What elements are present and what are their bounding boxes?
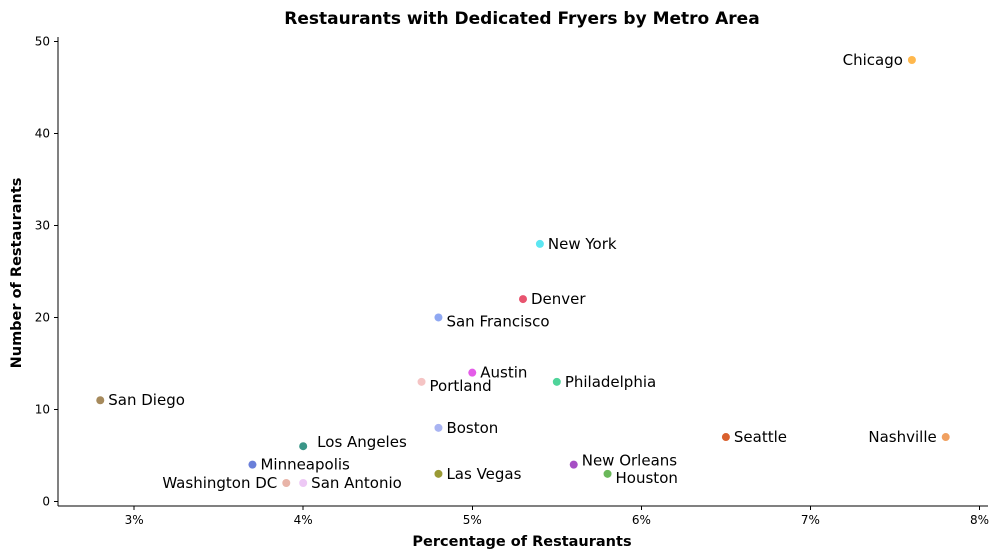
x-axis-label: Percentage of Restaurants — [412, 534, 631, 550]
x-tick-label: 8% — [970, 513, 989, 527]
data-point — [721, 433, 730, 442]
point-label: Los Angeles — [317, 433, 407, 451]
axes — [57, 37, 988, 507]
point-label: Portland — [430, 377, 492, 395]
x-tick-label: 7% — [801, 513, 820, 527]
data-point — [248, 460, 257, 469]
data-point — [468, 368, 477, 377]
x-tick-label: 6% — [632, 513, 651, 527]
point-label: New York — [548, 235, 617, 253]
data-point — [552, 377, 561, 386]
data-point — [282, 479, 291, 488]
point-label: Houston — [616, 469, 678, 487]
data-point — [417, 377, 426, 386]
point-label: Boston — [446, 419, 498, 437]
point-label: Denver — [531, 290, 586, 308]
chart-title: Restaurants with Dedicated Fryers by Met… — [284, 9, 759, 29]
x-tick-label: 3% — [125, 513, 144, 527]
y-tick-label: 50 — [35, 35, 50, 49]
data-point — [569, 460, 578, 469]
point-label: Minneapolis — [260, 456, 350, 474]
point-label: New Orleans — [582, 452, 678, 470]
data-point — [299, 479, 308, 488]
point-label: San Antonio — [311, 474, 402, 492]
point-label: Nashville — [868, 428, 936, 446]
data-point — [603, 469, 612, 478]
y-axis-ticks: 0 10 20 30 40 50 — [35, 35, 58, 508]
x-tick-label: 4% — [294, 513, 313, 527]
data-point — [434, 313, 443, 322]
point-label: Chicago — [843, 51, 903, 69]
y-tick-label: 40 — [35, 127, 50, 141]
data-points — [96, 55, 950, 488]
point-label: Las Vegas — [446, 465, 521, 483]
y-tick-label: 30 — [35, 219, 50, 233]
point-label: Washington DC — [162, 474, 277, 492]
point-label: San Francisco — [446, 312, 549, 330]
y-tick-label: 0 — [42, 494, 50, 508]
data-point — [434, 469, 443, 478]
point-labels: Chicago New York Denver San Francisco Austin… — [108, 51, 936, 492]
x-axis-ticks: 3% 4% 5% 6% 7% 8% — [125, 506, 989, 527]
y-axis-label: Number of Restaurants — [9, 178, 25, 369]
data-point — [299, 442, 308, 451]
point-label: Philadelphia — [565, 373, 656, 391]
data-point — [96, 396, 105, 405]
data-point — [519, 295, 527, 304]
x-tick-label: 5% — [463, 513, 482, 527]
data-point — [941, 433, 950, 442]
point-label: Seattle — [734, 428, 787, 446]
point-label: San Diego — [108, 391, 185, 409]
point-label: Austin — [480, 364, 527, 382]
y-tick-label: 20 — [35, 310, 50, 324]
data-point — [535, 239, 544, 248]
y-tick-label: 10 — [35, 402, 50, 416]
data-point — [907, 55, 916, 64]
data-point — [434, 423, 443, 432]
